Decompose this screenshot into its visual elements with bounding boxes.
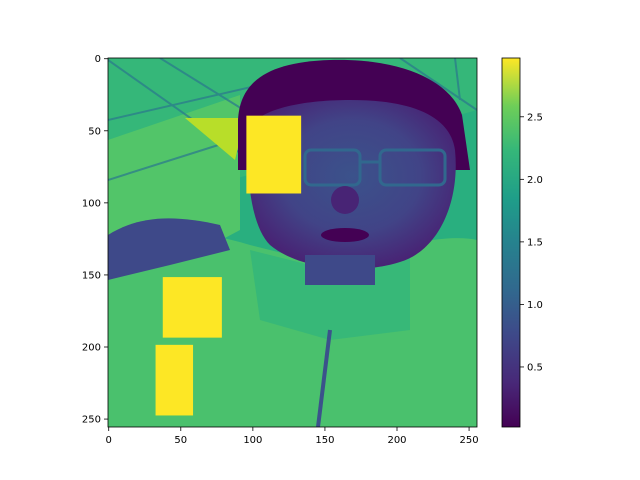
heatmap-plot [108, 58, 477, 427]
zipper [316, 329, 332, 427]
colorbar-tick-label: 2.5 [527, 112, 543, 123]
mouth-shadow [321, 228, 369, 242]
colorbar: 0.5 1.0 1.5 2.0 2.5 [501, 57, 543, 428]
x-tick-label: 250 [460, 435, 479, 446]
x-tick-label: 200 [387, 435, 406, 446]
glasses [303, 148, 447, 187]
y-tick-label: 150 [82, 270, 101, 281]
colorbar-tick-label: 1.0 [527, 300, 543, 311]
colorbar-ticks: 0.5 1.0 1.5 2.0 2.5 [520, 112, 543, 373]
y-axis: 0 50 100 150 200 250 [82, 54, 108, 426]
colorbar-frame [501, 57, 521, 428]
colorbar-tick-label: 2.0 [527, 175, 543, 186]
bright-wedge [185, 118, 245, 160]
x-axis: 0 50 100 150 200 250 [106, 427, 479, 446]
nose-shadow [331, 186, 359, 214]
colorbar-gradient [502, 58, 520, 427]
occlusion-patch [246, 115, 302, 194]
y-tick-label: 50 [88, 126, 101, 137]
colorbar-tick-label: 1.5 [527, 237, 543, 248]
y-tick-label: 100 [82, 198, 101, 209]
x-tick-label: 0 [106, 435, 112, 446]
y-tick-label: 250 [82, 415, 101, 426]
x-tick-label: 50 [174, 435, 187, 446]
x-tick-label: 150 [315, 435, 334, 446]
x-tick-label: 100 [243, 435, 262, 446]
occlusion-patch [155, 344, 194, 416]
occlusion-patch [162, 277, 222, 338]
neck-region [305, 255, 375, 285]
occlusion-patches [155, 115, 302, 416]
y-tick-label: 0 [95, 54, 101, 65]
plot-frame [107, 57, 478, 428]
colorbar-tick-label: 0.5 [527, 362, 543, 373]
y-tick-label: 200 [82, 343, 101, 354]
left-shoulder [108, 218, 230, 280]
